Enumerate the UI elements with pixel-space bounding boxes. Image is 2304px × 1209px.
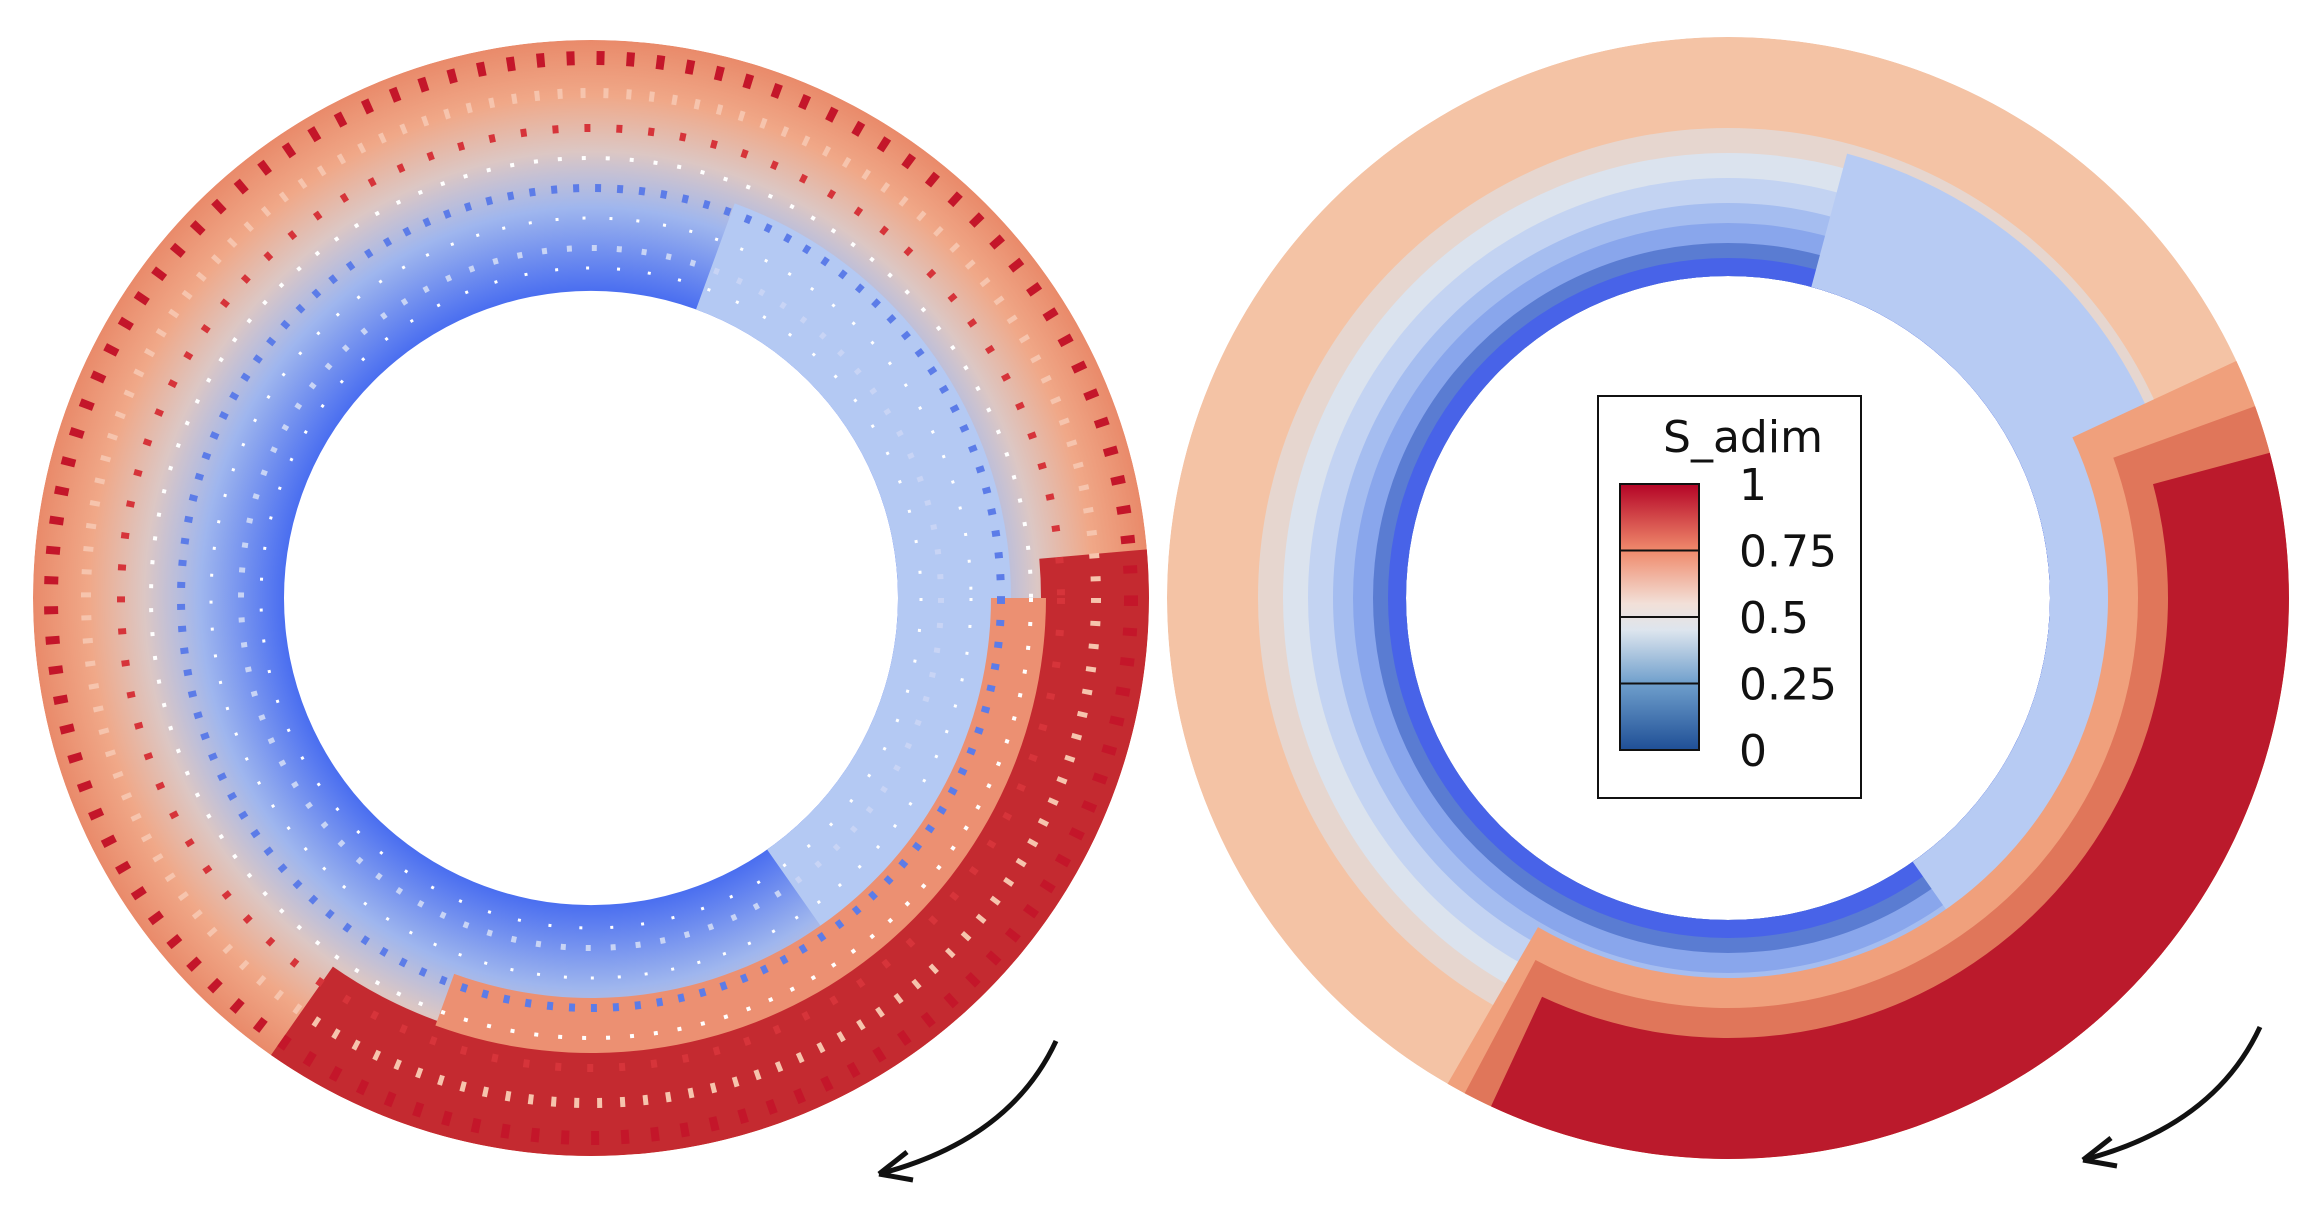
rotation-arrow	[2082, 1025, 2263, 1163]
blade-pattern	[81, 88, 1101, 1108]
legend-title: S_adim	[1663, 412, 1823, 463]
legend: S_adim 0 0.25 0.5 0.75 1	[1597, 395, 1862, 799]
blade-pattern	[149, 156, 1033, 1040]
blade-pattern	[177, 184, 1005, 1012]
arrow-head	[877, 1150, 914, 1183]
colorbar-tick-label: 0.25	[1739, 660, 1837, 711]
left-ring	[33, 40, 1149, 1156]
blade-pattern	[259, 266, 923, 930]
colorbar-tick-label: 1	[1739, 460, 1767, 511]
colorbar-tick-label: 0	[1739, 726, 1767, 777]
warm-region	[435, 598, 1046, 1054]
blade-pattern	[44, 51, 1138, 1145]
blade-pattern	[209, 216, 973, 980]
blade-pattern	[238, 245, 944, 951]
rotation-arrow	[878, 1039, 1059, 1177]
light-region	[696, 203, 1011, 943]
hot-region	[1490, 452, 2289, 1159]
colorbar-tick-label: 0.75	[1739, 527, 1837, 578]
blade-pattern	[117, 124, 1065, 1072]
arrow-head	[2081, 1136, 2118, 1169]
colorbar-tick-label: 0.5	[1739, 593, 1809, 644]
hot-region	[270, 549, 1149, 1156]
